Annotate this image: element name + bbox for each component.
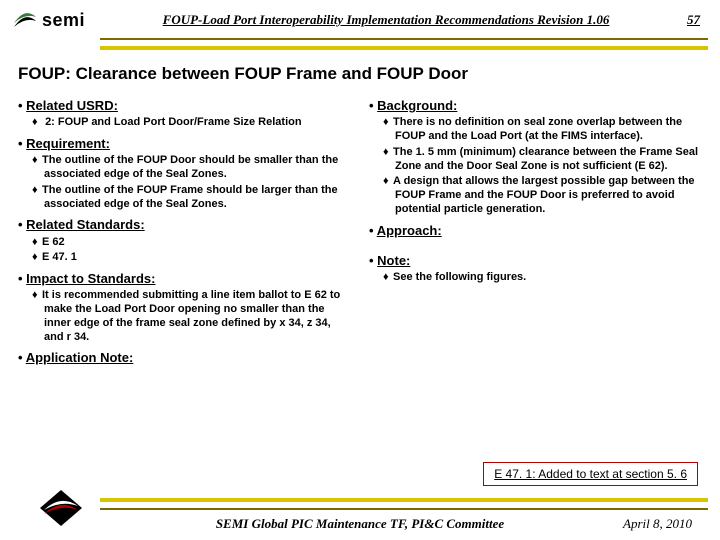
- page-number: 57: [687, 12, 708, 28]
- heading-requirement: • Requirement:: [18, 136, 351, 152]
- heading-note: • Note:: [369, 253, 702, 269]
- semi-swoosh-icon: [12, 9, 38, 31]
- footer-date: April 8, 2010: [623, 516, 692, 532]
- heading-background: • Background:: [369, 98, 702, 114]
- footer-text: SEMI Global PIC Maintenance TF, PI&C Com…: [0, 516, 720, 532]
- list-item: ♦The outline of the FOUP Frame should be…: [44, 184, 351, 212]
- list-item: ♦The outline of the FOUP Door should be …: [44, 154, 351, 182]
- header: semi FOUP-Load Port Interoperability Imp…: [0, 0, 720, 36]
- logo-text: semi: [42, 10, 85, 31]
- heading-related-standards: • Related Standards:: [18, 217, 351, 233]
- list-item: ♦E 62: [44, 236, 351, 250]
- heading-application-note: • Application Note:: [18, 350, 351, 366]
- header-title: FOUP-Load Port Interoperability Implemen…: [85, 12, 687, 28]
- callout-box: E 47. 1: Added to text at section 5. 6: [483, 462, 698, 486]
- content-columns: • Related USRD: ♦ 2: FOUP and Load Port …: [0, 92, 720, 369]
- list-item: ♦The 1. 5 mm (minimum) clearance between…: [395, 146, 702, 174]
- heading-related-usrd: • Related USRD:: [18, 98, 351, 114]
- list-item: ♦It is recommended submitting a line ite…: [44, 289, 351, 344]
- right-column: • Background: ♦There is no definition on…: [369, 92, 702, 369]
- left-column: • Related USRD: ♦ 2: FOUP and Load Port …: [18, 92, 351, 369]
- list-item: ♦See the following figures.: [395, 271, 702, 285]
- page-title: FOUP: Clearance between FOUP Frame and F…: [0, 50, 720, 92]
- list-item: ♦There is no definition on seal zone ove…: [395, 116, 702, 144]
- logo: semi: [12, 9, 85, 31]
- heading-impact: • Impact to Standards:: [18, 271, 351, 287]
- list-item: ♦ 2: FOUP and Load Port Door/Frame Size …: [44, 116, 351, 130]
- footer-rule: [100, 498, 708, 510]
- list-item: ♦A design that allows the largest possib…: [395, 175, 702, 216]
- list-item: ♦E 47. 1: [44, 251, 351, 265]
- header-rule: [100, 38, 708, 50]
- heading-approach: • Approach:: [369, 223, 702, 239]
